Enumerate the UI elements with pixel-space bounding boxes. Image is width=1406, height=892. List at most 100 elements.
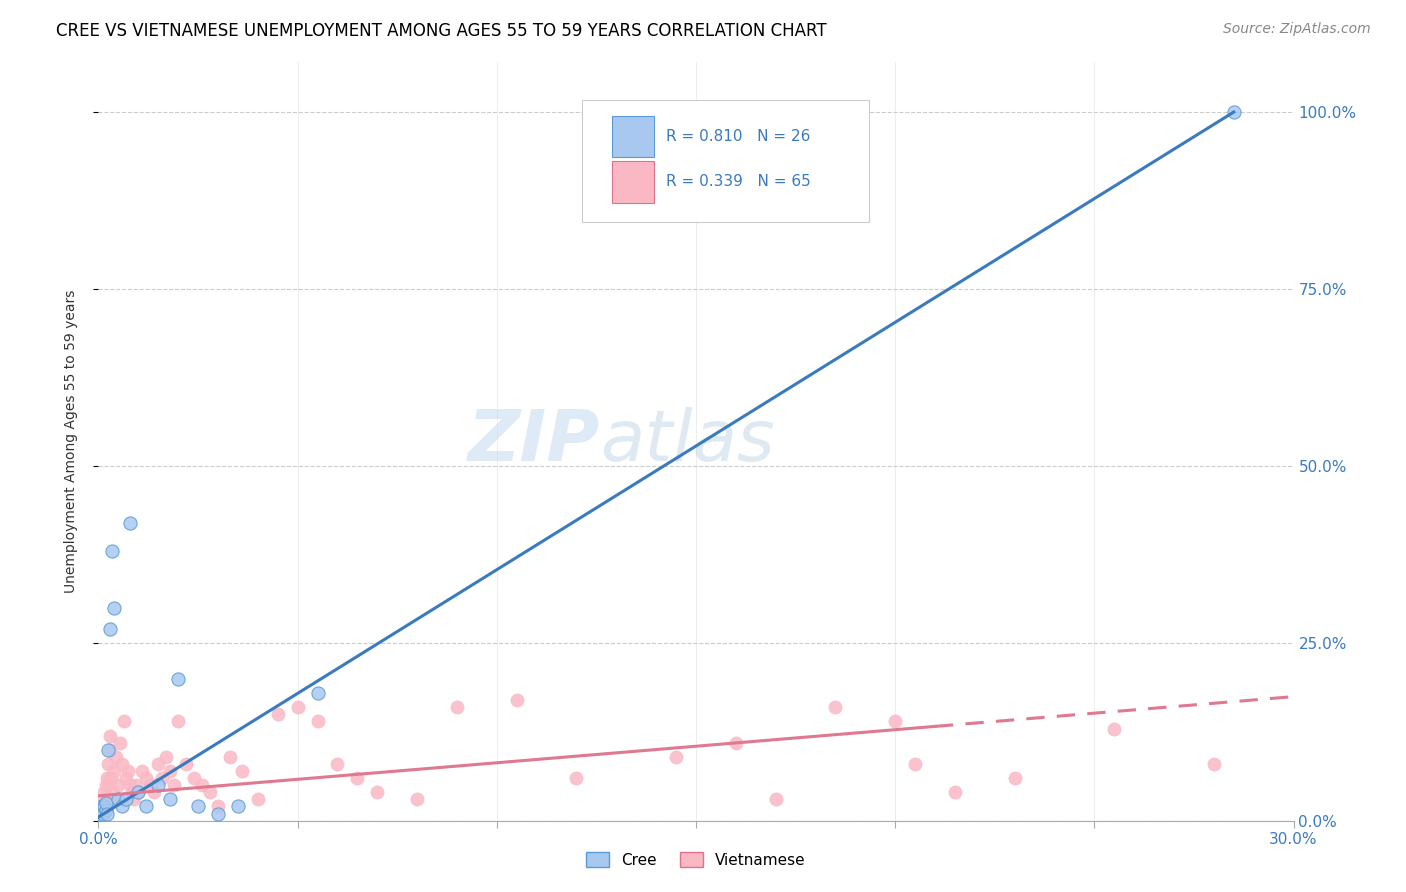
Point xyxy=(101,544,124,558)
Point xyxy=(120,778,142,792)
FancyBboxPatch shape xyxy=(582,100,869,221)
Point xyxy=(207,799,229,814)
Point xyxy=(110,736,132,750)
Point xyxy=(163,778,186,792)
Point xyxy=(93,785,115,799)
Point xyxy=(1104,722,1126,736)
Point xyxy=(366,785,388,799)
Point xyxy=(96,771,118,785)
Point xyxy=(117,764,139,778)
Point xyxy=(112,714,135,729)
Point xyxy=(198,785,221,799)
Point xyxy=(167,714,190,729)
Point xyxy=(226,799,249,814)
Point xyxy=(724,736,747,750)
Point xyxy=(94,803,117,817)
Point xyxy=(97,743,120,757)
Point xyxy=(148,778,170,792)
Point xyxy=(107,792,129,806)
Point xyxy=(97,756,120,771)
Point xyxy=(884,714,907,729)
Point xyxy=(307,686,329,700)
Point xyxy=(135,771,157,785)
Point xyxy=(207,806,229,821)
Point xyxy=(307,714,329,729)
Point xyxy=(89,803,111,817)
Point xyxy=(246,792,269,806)
Point xyxy=(105,750,128,764)
Text: R = 0.810   N = 26: R = 0.810 N = 26 xyxy=(666,128,810,144)
Point xyxy=(94,799,117,814)
Point xyxy=(765,792,787,806)
Point xyxy=(101,785,124,799)
Point xyxy=(96,806,118,821)
Point xyxy=(115,771,138,785)
Point xyxy=(96,778,118,792)
Point xyxy=(191,778,214,792)
Point xyxy=(231,764,253,778)
Point xyxy=(121,785,143,799)
Point xyxy=(267,707,290,722)
Point xyxy=(406,792,429,806)
Point xyxy=(111,756,134,771)
Bar xyxy=(613,161,654,202)
Point xyxy=(100,771,122,785)
Point xyxy=(91,806,114,821)
Text: atlas: atlas xyxy=(600,407,775,476)
Point xyxy=(135,799,157,814)
Point xyxy=(90,799,112,814)
Point xyxy=(824,700,846,714)
Point xyxy=(167,672,190,686)
Point xyxy=(98,623,122,637)
Point xyxy=(187,799,209,814)
Point xyxy=(91,803,114,817)
Point xyxy=(107,778,129,792)
Point xyxy=(174,756,197,771)
Point xyxy=(287,700,309,714)
Point xyxy=(125,778,148,792)
Point xyxy=(143,785,166,799)
Text: ZIP: ZIP xyxy=(468,407,600,476)
Point xyxy=(904,756,927,771)
Point xyxy=(565,771,588,785)
Point xyxy=(124,792,146,806)
Legend: Cree, Vietnamese: Cree, Vietnamese xyxy=(581,846,811,873)
Point xyxy=(89,806,111,821)
Point xyxy=(131,764,153,778)
Point xyxy=(90,799,112,814)
Point xyxy=(91,806,114,821)
Point xyxy=(1004,771,1026,785)
Bar xyxy=(613,115,654,157)
Point xyxy=(943,785,966,799)
Point xyxy=(219,750,242,764)
Point xyxy=(150,771,173,785)
Point xyxy=(115,792,138,806)
Point xyxy=(346,771,368,785)
Point xyxy=(183,771,205,785)
Text: R = 0.339   N = 65: R = 0.339 N = 65 xyxy=(666,174,811,189)
Point xyxy=(148,756,170,771)
Point xyxy=(326,756,349,771)
Point xyxy=(155,750,177,764)
Point xyxy=(1202,756,1225,771)
Point xyxy=(446,700,468,714)
Point xyxy=(159,792,181,806)
Point xyxy=(1223,105,1246,120)
Point xyxy=(127,785,149,799)
Point xyxy=(103,792,125,806)
Point xyxy=(91,792,114,806)
Point xyxy=(98,743,121,757)
Point xyxy=(103,764,125,778)
Point xyxy=(159,764,181,778)
Point xyxy=(506,693,529,707)
Point xyxy=(98,729,122,743)
Point xyxy=(96,796,118,810)
Text: CREE VS VIETNAMESE UNEMPLOYMENT AMONG AGES 55 TO 59 YEARS CORRELATION CHART: CREE VS VIETNAMESE UNEMPLOYMENT AMONG AG… xyxy=(56,22,827,40)
Point xyxy=(127,785,149,799)
Point xyxy=(665,750,688,764)
Y-axis label: Unemployment Among Ages 55 to 59 years: Unemployment Among Ages 55 to 59 years xyxy=(63,290,77,593)
Point xyxy=(120,516,142,530)
Text: Source: ZipAtlas.com: Source: ZipAtlas.com xyxy=(1223,22,1371,37)
Point xyxy=(111,799,134,814)
Point xyxy=(103,601,125,615)
